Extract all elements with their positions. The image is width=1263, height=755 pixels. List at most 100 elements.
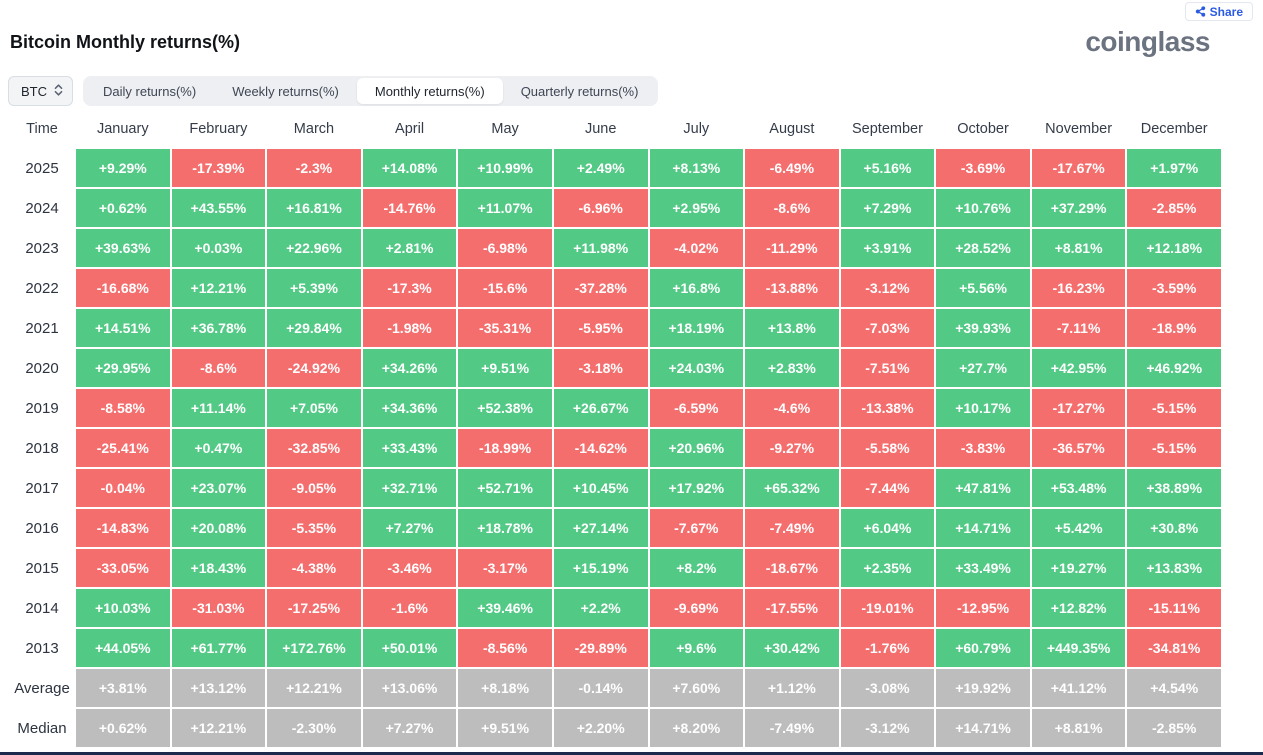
return-cell: -8.56% — [458, 629, 552, 667]
share-button[interactable]: Share — [1184, 2, 1253, 21]
return-cell: -32.85% — [267, 429, 361, 467]
return-cell: +52.38% — [458, 389, 552, 427]
return-cell: +30.8% — [1127, 509, 1221, 547]
return-cell: -18.99% — [458, 429, 552, 467]
return-cell: -16.68% — [76, 269, 170, 307]
return-cell: -0.04% — [76, 469, 170, 507]
return-cell: +9.51% — [458, 349, 552, 387]
return-cell: +24.03% — [649, 349, 744, 387]
table-row: Average +3.81% +13.12% +12.21% +13.06% +8.18%… — [10, 669, 1221, 707]
return-cell: -7.49% — [745, 509, 839, 547]
return-cell: +12.18% — [1127, 229, 1221, 267]
return-cell: +28.52% — [936, 229, 1030, 267]
return-cell: -3.12% — [840, 269, 935, 307]
return-cell: +13.06% — [362, 669, 457, 707]
return-cell: +8.20% — [649, 709, 744, 747]
return-cell: +4.54% — [1127, 669, 1221, 707]
return-cell: -6.96% — [553, 189, 648, 227]
return-cell: -7.51% — [840, 349, 935, 387]
return-cell: +29.95% — [76, 349, 170, 387]
return-cell: +19.27% — [1031, 549, 1126, 587]
tab-daily-returns[interactable]: Daily returns(%) — [103, 83, 197, 99]
return-cell: +27.14% — [553, 509, 648, 547]
return-cell: +2.49% — [553, 149, 648, 187]
row-label-2014: 2014 — [25, 599, 59, 617]
column-header-february: February — [189, 121, 248, 137]
table-row: 2015 -33.05% +18.43% -4.38% -3.46% -3.17% +15.… — [10, 549, 1221, 587]
row-label-2020: 2020 — [25, 359, 59, 377]
return-cell: +3.81% — [76, 669, 170, 707]
return-cell: -37.28% — [553, 269, 648, 307]
table-row: Median +0.62% +12.21% -2.30% +7.27% +9.51% +2.… — [10, 709, 1221, 747]
column-header-september: September — [851, 121, 923, 137]
return-cell: +7.27% — [362, 509, 457, 547]
return-cell: +16.81% — [267, 189, 361, 227]
tab-weekly-returns[interactable]: Weekly returns(%) — [232, 83, 339, 99]
return-cell: -3.08% — [840, 669, 935, 707]
return-cell: +3.91% — [840, 229, 935, 267]
return-cell: -3.83% — [936, 429, 1030, 467]
table-row: 2024 +0.62% +43.55% +16.81% -14.76% +11.07% -6… — [10, 189, 1221, 227]
row-label-2025: 2025 — [25, 159, 59, 177]
return-cell: +17.92% — [649, 469, 744, 507]
return-cell: +18.78% — [458, 509, 552, 547]
return-cell: +2.35% — [840, 549, 935, 587]
return-cell: +449.35% — [1031, 629, 1126, 667]
return-cell: -15.11% — [1127, 589, 1221, 627]
return-cell: -13.88% — [745, 269, 839, 307]
column-header-august: August — [769, 121, 815, 137]
return-cell: +6.04% — [840, 509, 935, 547]
return-cell: -14.83% — [76, 509, 170, 547]
return-cell: +5.39% — [267, 269, 361, 307]
return-cell: -4.38% — [267, 549, 361, 587]
return-cell: +27.7% — [936, 349, 1030, 387]
return-cell: +39.93% — [936, 309, 1030, 347]
symbol-select[interactable]: BTC — [8, 76, 73, 106]
tab-quarterly-returns[interactable]: Quarterly returns(%) — [520, 83, 639, 99]
table-row: 2019 -8.58% +11.14% +7.05% +34.36% +52.38% +26… — [10, 389, 1221, 427]
return-cell: +9.29% — [76, 149, 170, 187]
row-label-2017: 2017 — [25, 479, 59, 497]
return-cell: +2.81% — [362, 229, 457, 267]
return-cell: -13.38% — [840, 389, 935, 427]
return-cell: -3.69% — [936, 149, 1030, 187]
return-cell: +46.92% — [1127, 349, 1221, 387]
row-label-2022: 2022 — [25, 279, 59, 297]
coinglass-logo: coinglass — [1085, 26, 1210, 57]
return-cell: -3.17% — [458, 549, 552, 587]
return-cell: +10.45% — [553, 469, 648, 507]
return-cell: -3.59% — [1127, 269, 1221, 307]
return-cell: +9.6% — [649, 629, 744, 667]
table-row: 2022 -16.68% +12.21% +5.39% -17.3% -15.6% -37.… — [10, 269, 1221, 307]
row-label-2023: 2023 — [25, 239, 59, 257]
return-cell: -7.49% — [745, 709, 839, 747]
column-header-may: May — [491, 121, 519, 137]
column-header-june: June — [584, 121, 617, 137]
row-label-2021: 2021 — [25, 319, 59, 337]
row-label-median: Median — [17, 719, 67, 737]
share-label: Share — [1209, 4, 1243, 19]
return-cell: +20.08% — [171, 509, 266, 547]
return-cell: +0.03% — [171, 229, 266, 267]
footer-edge — [0, 752, 1263, 755]
return-cell: -7.67% — [649, 509, 744, 547]
return-cell: +30.42% — [745, 629, 839, 667]
return-cell: -5.95% — [553, 309, 648, 347]
return-cell: +34.36% — [362, 389, 457, 427]
table-row: 2016 -14.83% +20.08% -5.35% +7.27% +18.78% +27… — [10, 509, 1221, 547]
return-cell: -17.39% — [171, 149, 266, 187]
tab-monthly-returns[interactable]: Monthly returns(%) — [356, 78, 503, 104]
return-cell: -24.92% — [267, 349, 361, 387]
return-cell: -5.15% — [1127, 429, 1221, 467]
return-cell: -31.03% — [171, 589, 266, 627]
row-label-2016: 2016 — [25, 519, 59, 537]
controls-bar: BTC Daily returns(%) Weekly returns(%) Mon… — [8, 76, 659, 106]
return-cell: +2.83% — [745, 349, 839, 387]
return-cell: -8.58% — [76, 389, 170, 427]
return-cell: +7.60% — [649, 669, 744, 707]
return-cell: +34.26% — [362, 349, 457, 387]
return-cell: +36.78% — [171, 309, 266, 347]
return-cell: +14.51% — [76, 309, 170, 347]
return-cell: -9.05% — [267, 469, 361, 507]
return-cell: +8.2% — [649, 549, 744, 587]
